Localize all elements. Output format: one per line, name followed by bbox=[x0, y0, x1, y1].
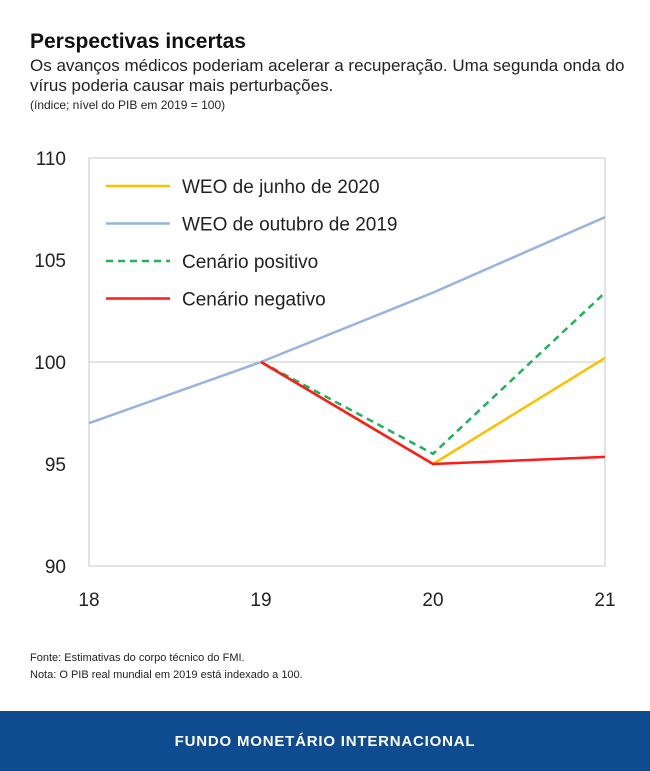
line-chart: 90 95 100 105 110 18 19 20 21 WEO de junho de 202… bbox=[34, 149, 615, 611]
x-tick-label: 19 bbox=[250, 590, 271, 611]
plot-border bbox=[88, 157, 606, 567]
chart-title: Perspectivas incertas bbox=[30, 30, 246, 53]
legend-label-3: Cenário negativo bbox=[182, 290, 326, 311]
source-text: Fonte: Estimativas do corpo técnico do F… bbox=[30, 652, 245, 664]
y-tick-label: 95 bbox=[45, 455, 66, 476]
y-tick-label: 100 bbox=[34, 353, 66, 374]
x-tick-label: 18 bbox=[78, 590, 99, 611]
series-line-2 bbox=[260, 291, 606, 456]
chart-subtitle: Os avanços médicos poderiam acelerar a r… bbox=[30, 56, 625, 95]
legend-label-1: WEO de outubro de 2019 bbox=[182, 215, 397, 236]
note-text: Nota: O PIB real mundial em 2019 está in… bbox=[30, 669, 303, 681]
series-line-3 bbox=[260, 360, 606, 466]
footer-banner: FUNDO MONETÁRIO INTERNACIONAL bbox=[0, 711, 650, 771]
y-tick-label: 105 bbox=[34, 251, 66, 272]
series-line-1 bbox=[88, 216, 606, 425]
x-tick-label: 21 bbox=[594, 590, 615, 611]
unit-label: (índice; nível do PIB em 2019 = 100) bbox=[30, 98, 226, 112]
notes: Fonte: Estimativas do corpo técnico do F… bbox=[30, 650, 303, 684]
legend-label-2: Cenário positivo bbox=[182, 252, 318, 273]
x-tick-label: 20 bbox=[422, 590, 443, 611]
y-tick-label: 90 bbox=[45, 557, 66, 578]
y-tick-label: 110 bbox=[36, 149, 66, 170]
legend-label-0: WEO de junho de 2020 bbox=[182, 177, 380, 198]
series-line-0 bbox=[260, 356, 606, 466]
